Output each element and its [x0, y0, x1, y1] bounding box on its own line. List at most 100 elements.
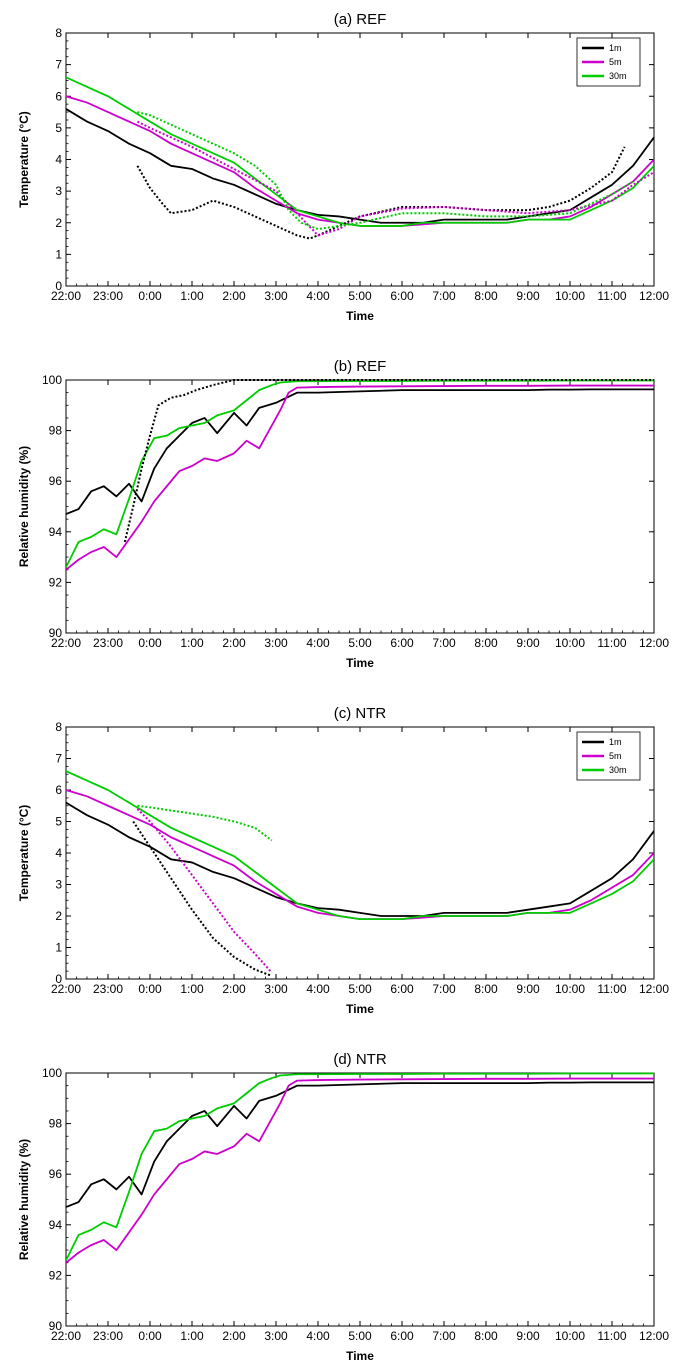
series-1m-dotted [136, 146, 626, 240]
x-tick-label: 8:00 [474, 982, 498, 996]
y-tick-label: 1 [55, 941, 62, 955]
y-tick-label: 6 [55, 89, 62, 103]
y-axis-label: Relative humidity (%) [17, 1139, 31, 1260]
x-tick-label: 12:00 [639, 982, 669, 996]
x-tick-label: 2:00 [222, 636, 246, 650]
panel-2: (b) REF 22:00 23:00 0:00 1:00 2:00 3:00 4:00 5:0… [17, 358, 669, 670]
x-tick-label: 10:00 [555, 1329, 585, 1343]
series-1m-solid [66, 108, 654, 224]
x-tick-label: 23:00 [93, 289, 123, 303]
x-tick-label: 3:00 [264, 636, 288, 650]
series-5m-solid [66, 1077, 654, 1264]
x-tick-label: 9:00 [516, 1329, 540, 1343]
plot-frame [65, 379, 655, 634]
x-tick-label: 0:00 [138, 982, 162, 996]
x-tick-label: 11:00 [597, 1329, 626, 1343]
series-5m-solid [66, 384, 654, 571]
x-tick-label: 23:00 [93, 1329, 123, 1343]
x-tick-label: 8:00 [474, 1329, 498, 1343]
x-tick-label: 9:00 [516, 289, 540, 303]
panel-title: (b) REF [334, 358, 387, 375]
x-tick-label: 5:00 [348, 636, 372, 650]
series-30m-dotted [137, 804, 273, 842]
x-tick-label: 12:00 [639, 289, 669, 303]
series-5m-solid [66, 789, 654, 921]
y-tick-label: 98 [49, 1117, 63, 1131]
x-axis-label: Time [346, 656, 374, 670]
x-tick-label: 4:00 [306, 982, 330, 996]
x-tick-label: 8:00 [474, 289, 498, 303]
y-tick-label: 7 [55, 752, 62, 766]
y-tick-label: 4 [55, 153, 62, 167]
x-tick-label: 2:00 [222, 289, 246, 303]
y-tick-label: 8 [55, 26, 62, 40]
x-tick-label: 22:00 [51, 982, 81, 996]
series-1m-dotted [132, 820, 273, 977]
y-tick-label: 6 [55, 783, 62, 797]
x-tick-label: 7:00 [432, 982, 456, 996]
y-tick-label: 7 [55, 58, 62, 72]
y-tick-label: 100 [42, 373, 62, 387]
y-tick-label: 3 [55, 878, 62, 892]
x-tick-label: 23:00 [93, 636, 123, 650]
y-tick-label: 92 [49, 1268, 63, 1282]
plot-frame [65, 32, 655, 287]
legend-label: 30m [609, 765, 627, 775]
series-group [66, 76, 654, 240]
x-tick-label: 22:00 [51, 289, 81, 303]
legend-label: 1m [609, 737, 622, 747]
legend-label: 5m [609, 57, 622, 67]
x-tick-label: 7:00 [432, 289, 456, 303]
x-tick-label: 1:00 [180, 636, 204, 650]
panel-title: (a) REF [334, 11, 387, 28]
legend-label: 1m [609, 43, 622, 53]
y-tick-label: 3 [55, 184, 62, 198]
x-tick-label: 5:00 [348, 1329, 372, 1343]
series-group [66, 770, 654, 977]
x-tick-label: 9:00 [516, 982, 540, 996]
legend: 1m 5m 30m [576, 731, 641, 781]
y-tick-label: 0 [55, 279, 62, 293]
y-tick-label: 2 [55, 216, 62, 230]
panel-1: (a) REF 22:00 23:00 0:00 1:00 2:00 3:00 4:00 5:0… [17, 11, 669, 323]
y-tick-label: 100 [42, 1066, 62, 1080]
y-tick-label: 96 [49, 1167, 63, 1181]
x-tick-label: 4:00 [306, 289, 330, 303]
x-axis-label: Time [346, 1002, 374, 1016]
y-tick-label: 98 [49, 424, 63, 438]
x-tick-label: 1:00 [180, 1329, 204, 1343]
x-tick-label: 2:00 [222, 982, 246, 996]
series-1m-solid [66, 388, 654, 515]
x-tick-label: 7:00 [432, 636, 456, 650]
x-tick-label: 12:00 [639, 1329, 669, 1343]
x-tick-label: 3:00 [264, 982, 288, 996]
series-30m-solid [66, 770, 654, 921]
y-tick-label: 2 [55, 909, 62, 923]
x-tick-label: 6:00 [390, 982, 414, 996]
x-tick-label: 9:00 [516, 636, 540, 650]
x-tick-label: 1:00 [180, 289, 204, 303]
series-5m-dotted [136, 808, 273, 974]
x-tick-label: 4:00 [306, 636, 330, 650]
y-tick-label: 92 [49, 575, 63, 589]
y-axis-label: Temperature (°C) [17, 805, 31, 902]
y-tick-label: 90 [49, 626, 63, 640]
series-1m-solid [66, 1081, 654, 1208]
x-tick-label: 3:00 [264, 1329, 288, 1343]
series-1m-solid [66, 801, 654, 917]
x-tick-label: 23:00 [93, 982, 123, 996]
y-tick-label: 5 [55, 815, 62, 829]
panel-title: (c) NTR [334, 705, 387, 722]
series-group [66, 1072, 654, 1264]
plot-frame [65, 1072, 655, 1327]
x-tick-label: 6:00 [390, 1329, 414, 1343]
series-30m-dotted [137, 111, 634, 231]
x-tick-label: 3:00 [264, 289, 288, 303]
series-30m-solid [66, 76, 654, 227]
x-tick-label: 4:00 [306, 1329, 330, 1343]
x-tick-label: 22:00 [51, 1329, 81, 1343]
x-tick-label: 6:00 [390, 636, 414, 650]
x-tick-label: 10:00 [555, 636, 585, 650]
x-tick-label: 1:00 [180, 982, 204, 996]
